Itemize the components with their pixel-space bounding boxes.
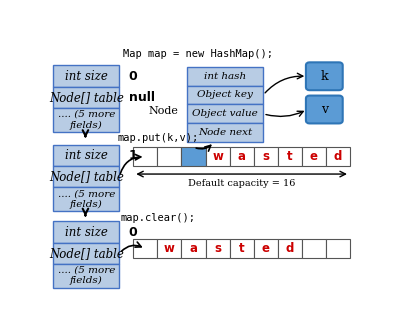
- Text: w: w: [164, 242, 175, 255]
- FancyBboxPatch shape: [53, 166, 119, 187]
- Text: k: k: [320, 70, 328, 83]
- FancyBboxPatch shape: [326, 147, 350, 166]
- Text: Node next: Node next: [198, 128, 253, 137]
- FancyBboxPatch shape: [133, 147, 158, 166]
- FancyBboxPatch shape: [53, 145, 119, 166]
- FancyBboxPatch shape: [188, 86, 263, 104]
- FancyBboxPatch shape: [53, 264, 119, 288]
- Text: Node[] table: Node[] table: [49, 170, 124, 183]
- Text: d: d: [286, 242, 294, 255]
- Text: Map map = new HashMap();: Map map = new HashMap();: [123, 49, 273, 59]
- FancyBboxPatch shape: [158, 147, 182, 166]
- FancyBboxPatch shape: [326, 239, 350, 258]
- Text: map.clear();: map.clear();: [120, 212, 196, 222]
- Text: e: e: [310, 150, 318, 163]
- FancyBboxPatch shape: [188, 104, 263, 123]
- Text: map.put(k,v);: map.put(k,v);: [117, 133, 199, 143]
- FancyBboxPatch shape: [205, 239, 229, 258]
- Text: int size: int size: [65, 149, 108, 162]
- FancyBboxPatch shape: [182, 147, 205, 166]
- Text: w: w: [212, 150, 223, 163]
- Text: Node[] table: Node[] table: [49, 91, 124, 104]
- FancyBboxPatch shape: [302, 147, 326, 166]
- Text: .... (5 more
fields): .... (5 more fields): [57, 266, 115, 286]
- FancyBboxPatch shape: [306, 62, 343, 90]
- FancyBboxPatch shape: [182, 239, 205, 258]
- FancyBboxPatch shape: [53, 187, 119, 211]
- FancyBboxPatch shape: [53, 87, 119, 108]
- Text: 0: 0: [129, 70, 138, 83]
- FancyBboxPatch shape: [229, 239, 254, 258]
- Text: a: a: [237, 150, 246, 163]
- Text: .... (5 more
fields): .... (5 more fields): [57, 110, 115, 129]
- Text: v: v: [321, 103, 328, 116]
- FancyBboxPatch shape: [53, 221, 119, 243]
- FancyBboxPatch shape: [53, 65, 119, 87]
- FancyBboxPatch shape: [278, 147, 302, 166]
- FancyBboxPatch shape: [188, 123, 263, 142]
- Text: Node: Node: [148, 107, 178, 117]
- Text: int size: int size: [65, 226, 108, 239]
- FancyBboxPatch shape: [53, 108, 119, 132]
- Text: 0: 0: [129, 226, 138, 239]
- Text: int hash: int hash: [204, 72, 247, 81]
- Text: s: s: [262, 150, 269, 163]
- FancyBboxPatch shape: [205, 147, 229, 166]
- FancyBboxPatch shape: [158, 239, 182, 258]
- FancyBboxPatch shape: [53, 243, 119, 264]
- FancyBboxPatch shape: [229, 147, 254, 166]
- Text: .... (5 more
fields): .... (5 more fields): [57, 189, 115, 209]
- Text: s: s: [214, 242, 221, 255]
- Text: t: t: [239, 242, 245, 255]
- Text: 1: 1: [129, 149, 138, 162]
- Text: d: d: [334, 150, 342, 163]
- FancyBboxPatch shape: [254, 239, 278, 258]
- Text: int size: int size: [65, 70, 108, 83]
- Text: Object key: Object key: [198, 90, 253, 100]
- Text: t: t: [287, 150, 292, 163]
- Text: a: a: [190, 242, 198, 255]
- FancyBboxPatch shape: [302, 239, 326, 258]
- Text: Object value: Object value: [192, 109, 258, 118]
- FancyBboxPatch shape: [133, 239, 158, 258]
- Text: null: null: [129, 91, 155, 104]
- Text: Default capacity = 16: Default capacity = 16: [188, 179, 295, 188]
- Text: Node[] table: Node[] table: [49, 247, 124, 260]
- Text: e: e: [262, 242, 270, 255]
- FancyBboxPatch shape: [254, 147, 278, 166]
- FancyBboxPatch shape: [278, 239, 302, 258]
- FancyBboxPatch shape: [306, 96, 343, 124]
- FancyBboxPatch shape: [188, 67, 263, 86]
